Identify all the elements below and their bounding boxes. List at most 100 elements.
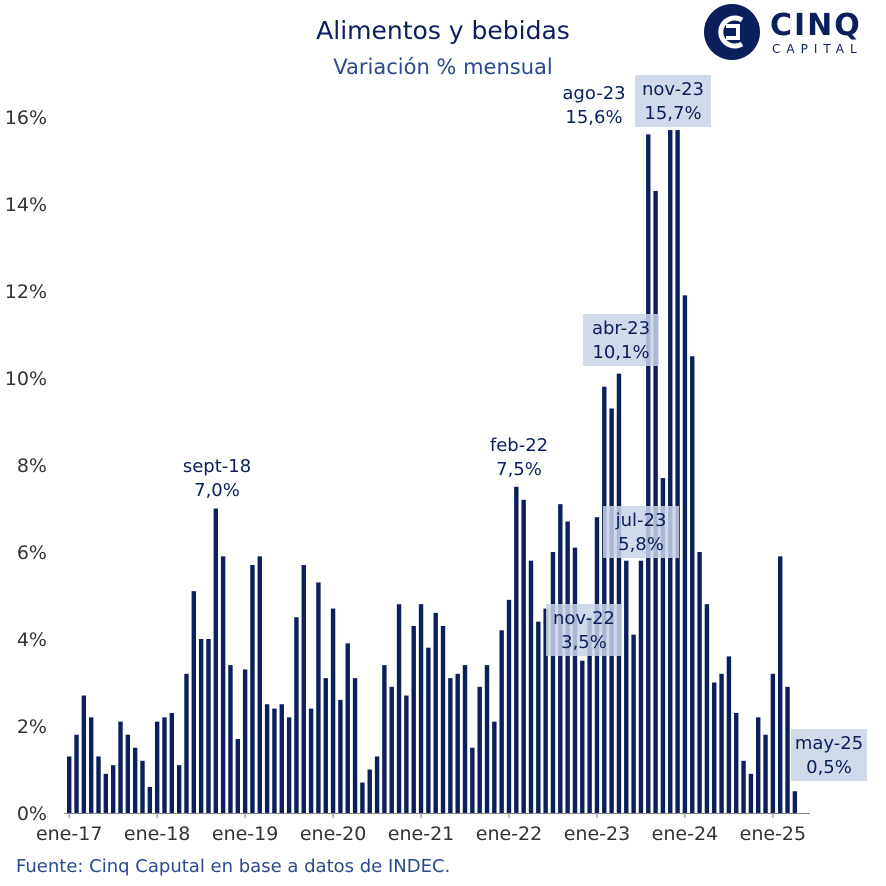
annotation-nov-23: nov-23 15,7%	[635, 75, 711, 127]
cinq-capital-logo: CINQ CAPITAL	[704, 4, 880, 60]
bar	[250, 565, 255, 813]
bar	[396, 604, 402, 813]
y-axis: 0% 2% 4% 6% 8% 10% 12% 14% 16%	[5, 107, 47, 825]
bar	[118, 721, 123, 813]
bar	[785, 686, 790, 813]
bar	[301, 565, 306, 813]
annotation-value: 5,8%	[618, 534, 664, 555]
annotation-month: sept-18	[183, 456, 251, 477]
logo-brand-name: CINQ	[770, 8, 862, 43]
bar	[125, 734, 131, 813]
bar	[536, 621, 541, 813]
annotation-month: abr-23	[592, 318, 650, 339]
bar	[96, 756, 101, 813]
bar	[778, 556, 783, 813]
bar	[770, 673, 776, 813]
annotation-box	[583, 314, 659, 366]
bar	[734, 712, 739, 813]
bar	[257, 556, 262, 813]
bars	[67, 130, 798, 814]
bar	[367, 769, 372, 813]
bar	[550, 552, 556, 813]
bar	[741, 760, 746, 813]
bar	[316, 582, 321, 813]
bar	[712, 682, 717, 813]
bar	[191, 591, 197, 813]
bar	[704, 604, 710, 813]
chart-subtitle: Variación % mensual	[333, 55, 553, 79]
bar	[653, 190, 658, 813]
bar	[558, 504, 563, 813]
bar	[484, 665, 490, 813]
bar	[587, 617, 592, 813]
bar	[440, 625, 446, 813]
x-tick-label: ene-19	[212, 823, 278, 845]
x-tick-label: ene-21	[388, 823, 454, 845]
bar	[756, 717, 761, 813]
annotation-box	[546, 604, 622, 656]
bar	[565, 521, 570, 813]
bar	[455, 673, 460, 813]
bar	[206, 639, 211, 813]
bar	[594, 517, 600, 813]
bar	[543, 608, 548, 813]
annotation-value: 15,7%	[644, 103, 701, 124]
bar	[726, 656, 732, 813]
bar	[140, 760, 145, 813]
bar	[631, 634, 636, 813]
annotation-month: nov-23	[642, 79, 704, 100]
bar	[323, 678, 328, 813]
bar	[360, 782, 365, 813]
annotation-box	[635, 75, 711, 127]
annotation-value: 7,0%	[194, 480, 240, 501]
bar	[719, 673, 724, 813]
x-tick-label: ene-17	[36, 823, 102, 845]
annotation-jul-23: jul-23 5,8%	[603, 506, 679, 558]
bar	[433, 612, 438, 813]
y-tick-label: 16%	[5, 107, 47, 129]
bar	[308, 708, 314, 813]
bar	[213, 508, 218, 813]
annotation-abr-23: abr-23 10,1%	[583, 314, 659, 366]
y-tick-label: 4%	[17, 629, 47, 651]
bar	[74, 734, 79, 813]
annotation-value: 3,5%	[561, 632, 607, 653]
bar	[411, 625, 416, 813]
bar	[470, 747, 475, 813]
bar	[81, 695, 87, 813]
bar	[110, 765, 116, 813]
bar	[477, 686, 482, 813]
annotation-may-25: may-25 0,5%	[791, 729, 867, 781]
bar	[389, 686, 394, 813]
bar	[242, 669, 248, 813]
bar	[169, 712, 175, 813]
bar	[418, 604, 424, 813]
bar	[528, 560, 534, 813]
bar	[426, 647, 431, 813]
x-tick-label: ene-20	[300, 823, 366, 845]
y-tick-label: 12%	[5, 281, 47, 303]
bar	[338, 699, 343, 813]
bar	[462, 665, 468, 813]
bar	[279, 704, 284, 813]
bar	[602, 386, 607, 813]
bar	[103, 773, 109, 813]
bar	[499, 630, 504, 813]
bar	[147, 786, 153, 813]
bar	[88, 717, 94, 813]
annotation-ago-23: ago-23 15,6%	[562, 83, 625, 128]
logo-mark-icon	[704, 4, 760, 60]
bar	[572, 547, 578, 813]
bar	[345, 643, 350, 813]
bar	[448, 678, 453, 813]
bar	[748, 773, 754, 813]
x-tick-label: ene-23	[564, 823, 630, 845]
annotation-value: 10,1%	[592, 342, 649, 363]
bar	[374, 756, 380, 813]
bar	[521, 499, 526, 813]
bar	[682, 295, 688, 814]
annotation-month: feb-22	[490, 435, 548, 456]
bar	[506, 599, 512, 813]
annotation-nov-22: nov-22 3,5%	[546, 604, 622, 656]
